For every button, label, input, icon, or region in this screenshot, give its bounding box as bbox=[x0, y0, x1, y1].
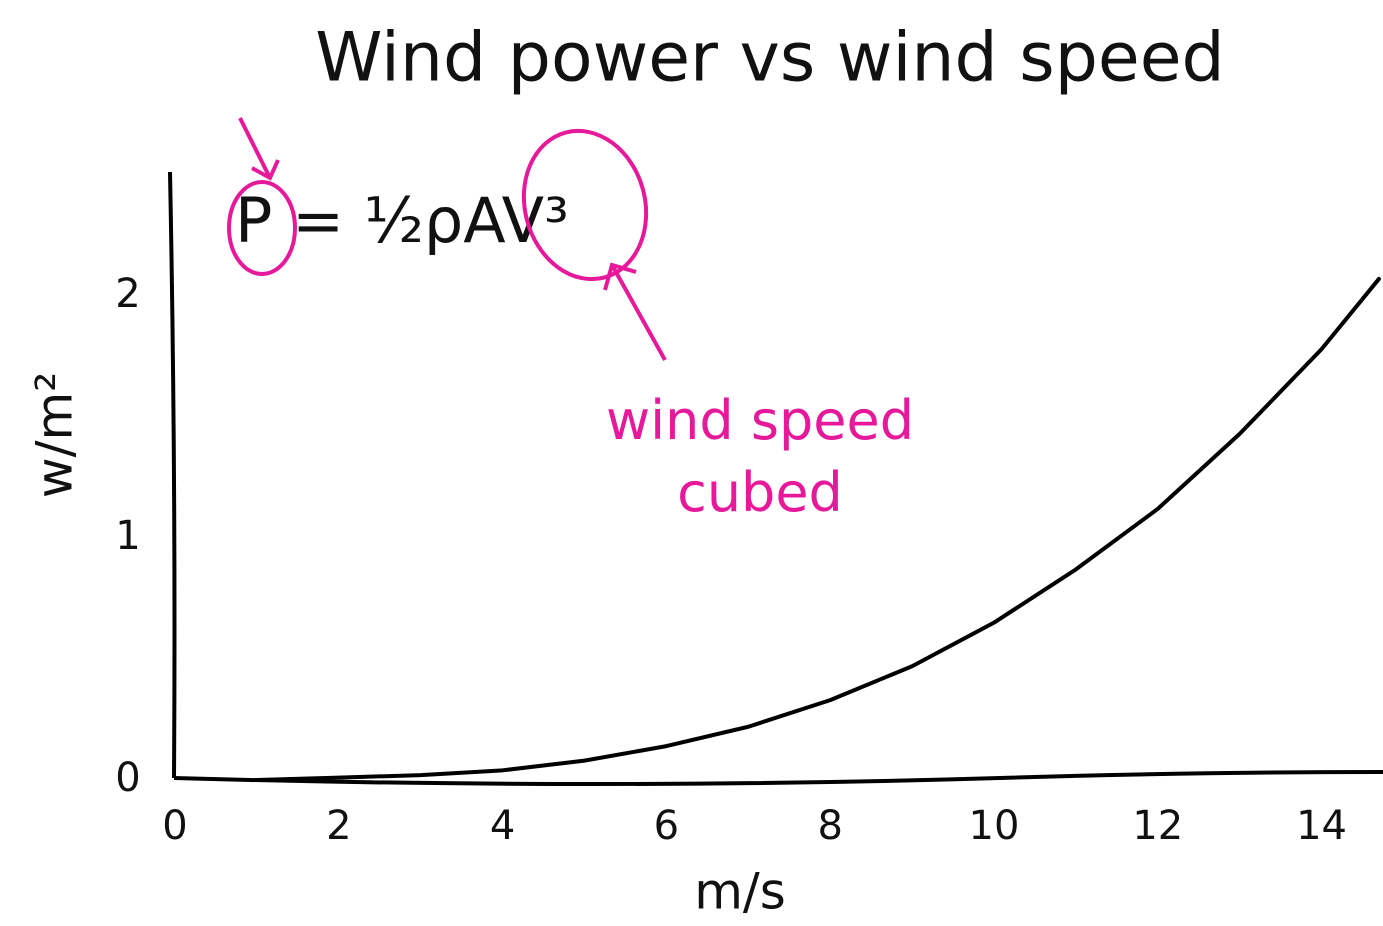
formula: P = ½ρAV³ bbox=[235, 184, 569, 257]
x-tick-label: 0 bbox=[162, 803, 187, 849]
y-axis-label: w/m² bbox=[26, 372, 84, 499]
x-axis bbox=[173, 770, 1383, 786]
x-axis-label: m/s bbox=[694, 863, 786, 921]
y-axis bbox=[168, 171, 177, 779]
x-tick-label: 2 bbox=[326, 803, 351, 849]
circle-p bbox=[227, 180, 297, 276]
y-tick-label: 0 bbox=[115, 755, 140, 801]
y-tick-label: 2 bbox=[115, 271, 140, 317]
chart-title: Wind power vs wind speed bbox=[315, 19, 1224, 98]
arrow-v3 bbox=[603, 262, 667, 361]
x-tick-label: 8 bbox=[817, 803, 842, 849]
x-tick-label: 4 bbox=[490, 803, 515, 849]
x-tick-label: 14 bbox=[1296, 803, 1347, 849]
highlights bbox=[227, 117, 667, 361]
annotation: wind speed cubed bbox=[606, 389, 914, 524]
line bbox=[254, 276, 1381, 782]
arrow-p bbox=[238, 117, 280, 181]
x-tick-label: 10 bbox=[969, 803, 1020, 849]
x-tick-label: 6 bbox=[654, 803, 679, 849]
circle-v3 bbox=[521, 128, 649, 282]
y-tick-label: 1 bbox=[115, 513, 140, 559]
x-tick-label: 12 bbox=[1132, 803, 1183, 849]
